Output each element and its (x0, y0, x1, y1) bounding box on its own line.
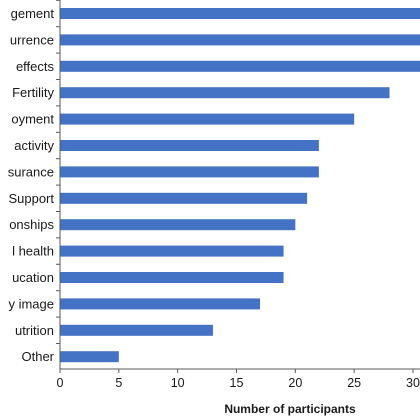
category-label: activity (14, 138, 54, 153)
bar (60, 245, 284, 257)
bar (60, 60, 420, 72)
category-label: surance (8, 164, 54, 179)
x-tick-label: 5 (115, 376, 122, 390)
category-labels: gement urrence effects Fertility oyment activ… (8, 0, 60, 364)
bar (60, 324, 213, 336)
bar (60, 166, 319, 178)
category-label: Other (21, 349, 54, 364)
bars-group (60, 8, 420, 363)
bar (60, 113, 355, 125)
bar (60, 219, 296, 231)
x-axis-title: Number of participants (224, 402, 356, 416)
x-tick-label: 25 (347, 376, 361, 390)
bar (60, 8, 420, 19)
x-axis-ticks: 0 5 10 15 20 25 30 (57, 369, 420, 390)
category-label: y image (8, 296, 54, 311)
category-label: effects (16, 59, 55, 74)
x-tick-label: 0 (57, 376, 64, 390)
bar (60, 140, 319, 151)
bar (60, 192, 308, 204)
bar (60, 34, 420, 46)
bar (60, 87, 390, 99)
bar (60, 272, 284, 283)
category-label: urrence (10, 32, 54, 47)
category-label: Support (8, 191, 54, 206)
category-label: onships (9, 217, 54, 232)
category-label: Fertility (12, 85, 54, 100)
category-label: ucation (12, 270, 54, 285)
category-label: gement (11, 6, 55, 21)
category-label: l health (12, 244, 54, 259)
category-label: utrition (15, 323, 54, 338)
x-tick-label: 10 (171, 376, 185, 390)
category-label: oyment (11, 112, 54, 127)
bar (60, 351, 119, 363)
x-tick-label: 20 (288, 376, 302, 390)
x-tick-label: 30 (406, 376, 420, 390)
bar (60, 298, 261, 310)
x-tick-label: 15 (230, 376, 244, 390)
